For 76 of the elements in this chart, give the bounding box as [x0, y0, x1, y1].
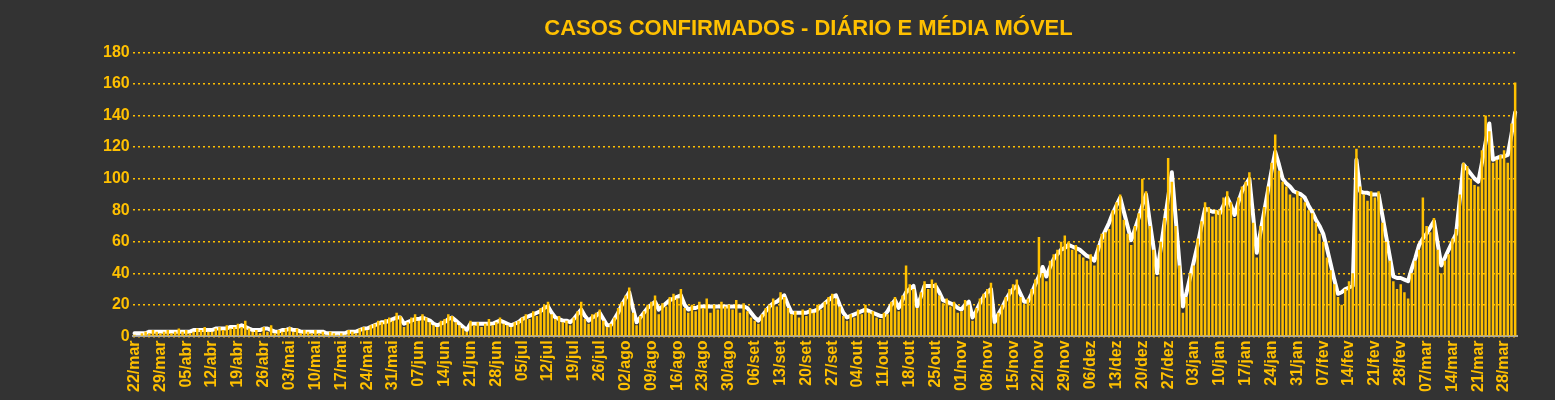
- y-tick-label: 140: [102, 105, 130, 123]
- x-tick-label: 16/ago: [667, 340, 685, 392]
- bar: [480, 326, 483, 336]
- x-tick-label: 19/abr: [228, 340, 246, 388]
- x-tick-label: 18/out: [900, 339, 918, 388]
- x-tick-label: 28/jun: [486, 340, 504, 387]
- x-tick-label: 08/nov: [977, 340, 995, 392]
- x-tick-label: 26/jul: [590, 340, 608, 382]
- x-tick-label: 06/set: [745, 339, 763, 386]
- y-tick-label: 80: [111, 200, 130, 218]
- y-tick-label: 60: [111, 232, 130, 250]
- x-tick-label: 28/fev: [1391, 340, 1409, 386]
- y-tick-label: 40: [111, 263, 130, 281]
- x-tick-label: 27/set: [822, 339, 840, 386]
- x-tick-label: 12/jul: [538, 340, 556, 382]
- x-tick-label: 30/ago: [719, 340, 737, 392]
- x-tick-label: 12/abr: [202, 340, 220, 388]
- x-tick-label: 06/dez: [1081, 340, 1099, 390]
- bar: [354, 333, 358, 336]
- x-tick-label: 19/jul: [564, 340, 582, 382]
- chart-title: CASOS CONFIRMADOS - DIÁRIO E MÉDIA MÓVEL: [544, 15, 1073, 41]
- x-tick-label: 17/mai: [331, 340, 349, 391]
- x-tick-label: 31/mai: [383, 340, 401, 391]
- bar: [720, 301, 723, 336]
- x-tick-label: 20/dez: [1132, 340, 1150, 390]
- x-tick-label: 13/set: [770, 339, 788, 386]
- bar: [565, 320, 568, 336]
- bar: [255, 330, 258, 336]
- x-tick-label: 07/jun: [409, 340, 427, 387]
- x-tick-label: 21/jun: [460, 340, 478, 387]
- y-tick-label: 120: [102, 137, 130, 155]
- x-tick-label: 29/nov: [1055, 340, 1073, 392]
- x-tick-label: 03/mai: [279, 340, 297, 391]
- bar: [340, 333, 343, 336]
- x-tick-label: 15/nov: [1003, 340, 1021, 392]
- x-tick-label: 10/jan: [1210, 340, 1228, 386]
- x-tick-label: 17/jan: [1236, 340, 1254, 386]
- bar: [395, 312, 398, 336]
- x-tick-label: 05/jul: [512, 340, 530, 382]
- x-tick-label: 23/ago: [693, 340, 711, 392]
- x-tick-label: 10/mai: [305, 340, 323, 391]
- bar: [310, 333, 313, 336]
- x-tick-label: 21/fev: [1365, 340, 1383, 386]
- bar: [140, 333, 144, 336]
- x-tick-label: 05/abr: [176, 340, 194, 388]
- x-tick-label: 14/jun: [435, 340, 453, 387]
- x-tick-label: 25/out: [926, 339, 943, 388]
- x-tick-label: 24/jan: [1261, 340, 1279, 386]
- x-tick-label: 26/abr: [254, 340, 272, 388]
- bar: [410, 317, 413, 336]
- x-tick-label: 21/mar: [1468, 340, 1486, 392]
- x-tick-label: 20/set: [796, 339, 814, 386]
- x-tick-label: 09/ago: [641, 340, 659, 392]
- x-tick-label: 24/mai: [357, 340, 375, 391]
- x-tick-label: 02/ago: [615, 340, 633, 392]
- y-tick-label: 100: [102, 169, 130, 187]
- x-tick-label: 07/fev: [1313, 340, 1331, 386]
- x-tick-label: 31/jan: [1287, 340, 1305, 386]
- bar: [170, 333, 173, 336]
- x-tick-label: 29/mar: [150, 340, 168, 392]
- x-tick-label: 14/fev: [1339, 340, 1357, 386]
- bar: [705, 298, 708, 336]
- y-tick-label: 20: [111, 295, 130, 313]
- x-tick-label: 01/nov: [951, 340, 969, 392]
- x-tick-label: 22/nov: [1029, 340, 1047, 392]
- x-tick-label: 11/out: [874, 339, 892, 387]
- y-tick-label: 160: [102, 74, 130, 92]
- x-tick-label: 13/dez: [1106, 340, 1124, 390]
- y-tick-label: 180: [102, 42, 130, 60]
- x-tick-label: 14/mar: [1442, 340, 1460, 392]
- x-tick-label: 03/jan: [1184, 340, 1202, 386]
- x-tick-label: 04/out: [848, 339, 866, 388]
- bar: [155, 331, 158, 336]
- x-tick-label: 07/mar: [1416, 340, 1434, 392]
- x-tick-label: 27/dez: [1158, 340, 1176, 390]
- x-tick-label: 28/mar: [1494, 340, 1512, 392]
